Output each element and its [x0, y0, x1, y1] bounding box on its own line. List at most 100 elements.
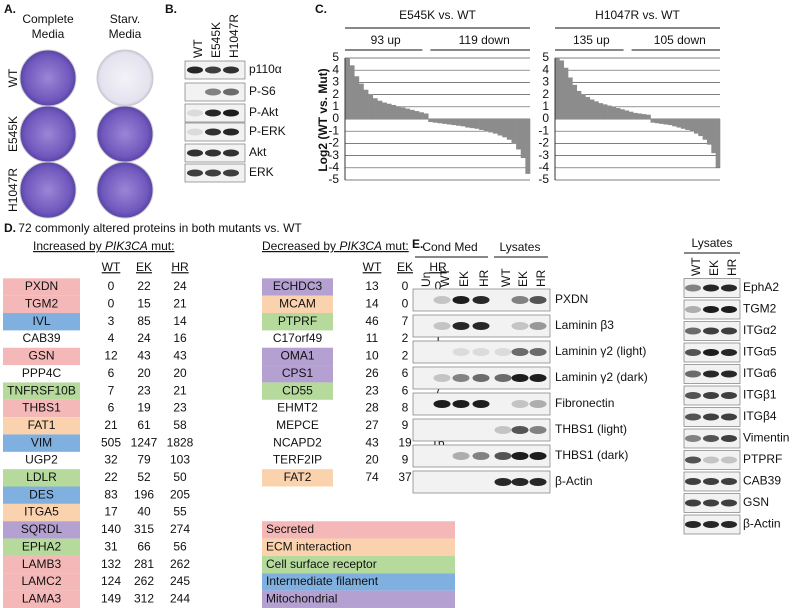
- bar: [349, 65, 355, 119]
- row-label: H1047R: [6, 168, 20, 212]
- band: [703, 435, 719, 442]
- category-box: [3, 555, 80, 574]
- bar: [516, 119, 522, 150]
- bar: [479, 119, 485, 130]
- band: [452, 400, 470, 408]
- bar: [405, 108, 411, 119]
- band: [223, 128, 239, 136]
- legend-swatch: [262, 555, 455, 574]
- category-box: [262, 365, 333, 383]
- panel-label: B.: [165, 2, 177, 16]
- band: [685, 435, 701, 442]
- bar: [685, 119, 690, 130]
- blot-label: ITGα6: [743, 366, 777, 380]
- band: [703, 284, 719, 292]
- spectral-count: 50: [173, 470, 187, 484]
- category-box: [262, 382, 333, 400]
- band: [205, 128, 221, 136]
- band: [452, 374, 470, 382]
- culture-dish: [96, 105, 154, 163]
- protein-name: CAB39: [22, 331, 60, 345]
- blot-label: ERK: [249, 165, 274, 179]
- blot: [683, 450, 741, 470]
- column-header: WT: [102, 260, 121, 274]
- blot-label: EphA2: [743, 280, 779, 294]
- bar: [646, 114, 651, 119]
- spectral-count: 27: [365, 418, 379, 432]
- spectral-count: 9: [402, 418, 409, 432]
- blot: [412, 340, 551, 364]
- blot-label: Vimentin: [743, 431, 789, 445]
- bar: [358, 83, 364, 119]
- blot-label: p110α: [249, 62, 282, 76]
- bar: [607, 105, 612, 119]
- group-header: Cond Med: [422, 240, 477, 254]
- lane-label: WT: [191, 39, 205, 58]
- y-tick-label: 4: [332, 62, 339, 76]
- band: [433, 322, 451, 330]
- spectral-count: 52: [137, 470, 151, 484]
- bar: [423, 113, 429, 119]
- band: [721, 413, 737, 421]
- bar: [581, 94, 586, 119]
- panel-label: D.: [4, 221, 16, 235]
- protein-name: MEPCE: [276, 418, 319, 432]
- band: [511, 400, 529, 408]
- column-header: HR: [429, 260, 447, 274]
- spectral-count: 13: [365, 279, 379, 293]
- band: [685, 478, 701, 485]
- bar: [386, 103, 392, 119]
- band: [187, 128, 203, 136]
- spectral-count: 103: [170, 453, 190, 467]
- bar: [702, 119, 708, 140]
- band: [685, 349, 701, 356]
- spectral-count: 196: [134, 487, 154, 501]
- bar: [502, 119, 508, 138]
- table-subheader: Increased by PIK3CA mut:: [33, 239, 174, 253]
- blot-label: β-Actin: [555, 474, 593, 488]
- lane-label: EK: [516, 271, 530, 287]
- protein-name: TNFRSF10B: [7, 383, 76, 397]
- band: [703, 327, 719, 335]
- spectral-count: 26: [365, 366, 379, 380]
- bar: [497, 119, 503, 136]
- header-part: Increased by: [33, 239, 105, 253]
- band: [205, 88, 221, 96]
- spectral-count: 61: [137, 418, 151, 432]
- category-box: [3, 590, 80, 608]
- bar: [572, 84, 578, 119]
- culture-dish: [19, 49, 77, 107]
- band: [223, 109, 239, 117]
- bar: [659, 119, 664, 124]
- y-tick-label: -3: [328, 148, 339, 162]
- band: [703, 413, 719, 421]
- band: [452, 452, 470, 460]
- spectral-count: 0: [402, 297, 409, 311]
- spectral-count: 28: [365, 401, 379, 415]
- bar: [493, 119, 498, 134]
- band: [472, 400, 490, 408]
- band: [721, 306, 737, 313]
- spectral-count: 0: [435, 279, 442, 293]
- bar: [663, 119, 669, 125]
- band: [223, 66, 239, 74]
- chart-title: E545K vs. WT: [399, 8, 476, 22]
- spectral-count: 132: [101, 557, 121, 571]
- spectral-count: 20: [365, 453, 379, 467]
- spectral-count: 20: [137, 366, 151, 380]
- band: [529, 322, 547, 330]
- bar: [589, 99, 595, 119]
- band: [472, 322, 490, 330]
- band: [452, 296, 470, 304]
- y-tick-label: 2: [542, 87, 549, 101]
- lane-label: WT: [438, 268, 452, 287]
- spectral-count: 1: [435, 331, 442, 345]
- band: [187, 169, 203, 177]
- spectral-count: 7: [108, 383, 115, 397]
- spectral-count: 43: [365, 435, 379, 449]
- band: [721, 456, 737, 464]
- category-box: [3, 469, 80, 487]
- bar: [568, 77, 573, 119]
- bar: [715, 119, 721, 168]
- blot-label: GSN: [743, 495, 769, 509]
